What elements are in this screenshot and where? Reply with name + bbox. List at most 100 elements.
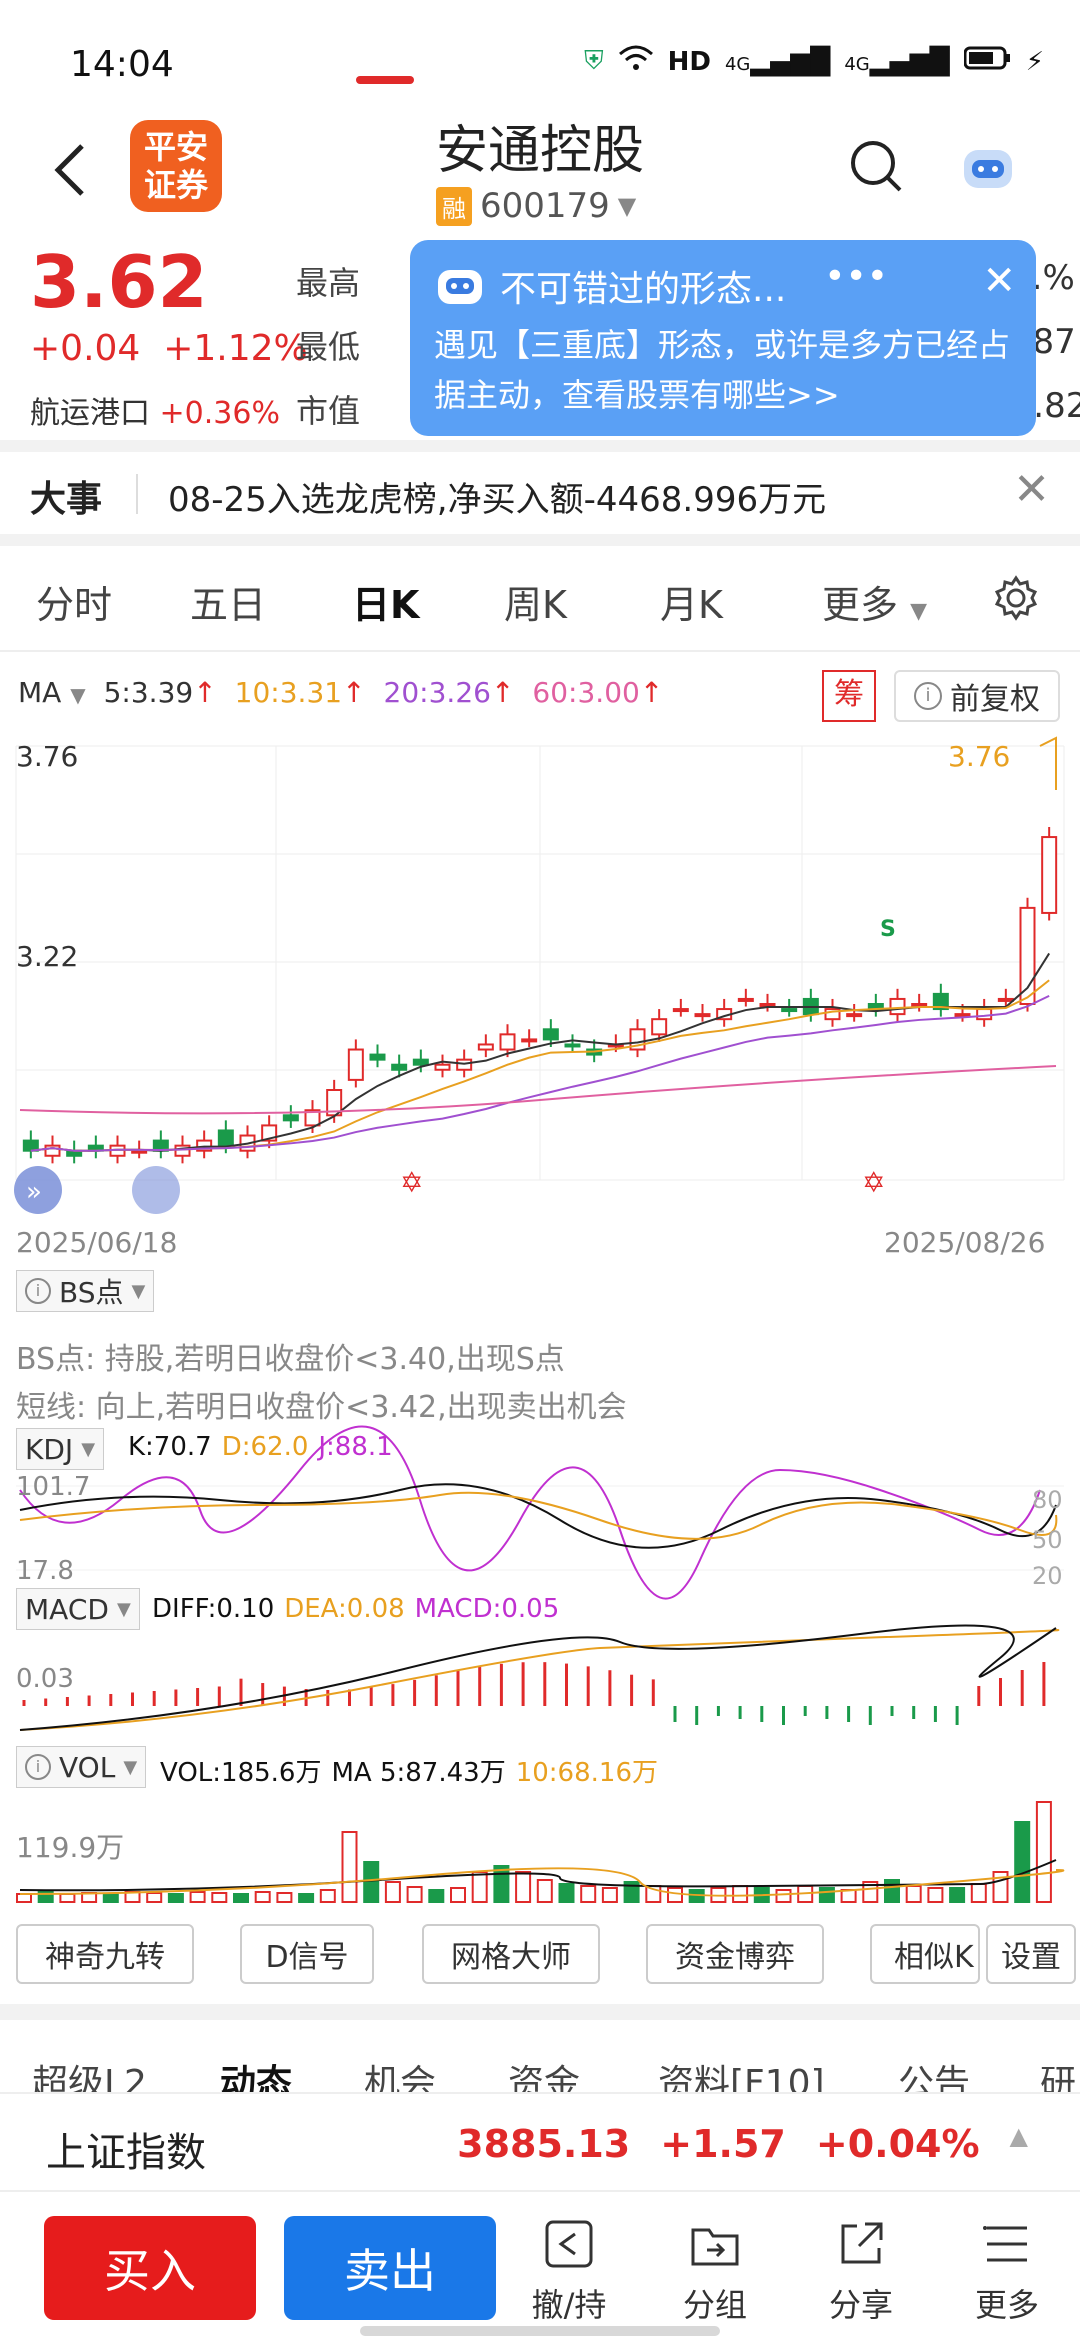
candle-body <box>521 1038 538 1043</box>
battery-icon <box>963 45 1012 78</box>
volume-bar <box>580 1885 597 1903</box>
robot-assistant-icon[interactable] <box>958 140 1018 196</box>
diff-line <box>19 1624 1057 1731</box>
caret-down-icon: ▼ <box>910 599 928 624</box>
signal-icon: 4G▂▄▆█ <box>724 46 831 77</box>
kdj-y-top: 101.7 <box>16 1472 91 1502</box>
volume-bar <box>319 1889 336 1903</box>
candle-body <box>824 1008 841 1021</box>
candle-body <box>542 1028 559 1041</box>
volume-bar <box>623 1881 640 1903</box>
close-icon[interactable]: ✕ <box>982 258 1016 304</box>
signal-icon-2: 4G▂▄▆█ <box>844 46 950 77</box>
double-chevron-icon: » <box>26 1177 42 1207</box>
tab-more[interactable]: 更多 ▼ <box>822 583 928 627</box>
candle-body <box>759 1003 776 1007</box>
ma-selector[interactable]: MA ▼ <box>18 676 86 709</box>
kdj-level-80: 80 <box>1032 1486 1063 1514</box>
ma60-value: 60:3.00↑ <box>532 676 664 709</box>
price-change: +0.04 +1.12% <box>30 328 308 369</box>
volume-bar <box>667 1887 683 1903</box>
stock-code-selector[interactable]: 融 600179 ▼ <box>436 186 636 226</box>
kdj-level-20: 20 <box>1032 1562 1063 1590</box>
volume-bar <box>102 1893 119 1903</box>
macd-selector[interactable]: MACD ▼ <box>16 1588 140 1630</box>
kline-chart[interactable]: ✡ ✡ S » <box>0 730 1080 1910</box>
tool-similar-k[interactable]: 相似K <box>870 1924 980 1984</box>
volume-bar <box>775 1889 792 1903</box>
volume-bar <box>211 1892 228 1903</box>
candle-body <box>737 997 754 1002</box>
share-icon <box>841 2222 883 2264</box>
tool-d-signal[interactable]: D信号 <box>240 1924 374 1984</box>
cancel-hold-button[interactable]: 撤/持 <box>514 2218 624 2326</box>
pattern-popup[interactable]: 不可错过的形态... 遇见【三重底】形态，或许是多方已经占据主动，查看股票有哪些… <box>410 240 1036 436</box>
kdj-selector[interactable]: KDJ ▼ <box>16 1428 105 1470</box>
vol-ma5-line <box>19 1859 1057 1892</box>
candle-body <box>997 997 1014 1002</box>
ma20-line <box>30 995 1050 1152</box>
candle-body <box>846 1013 863 1018</box>
sell-signal-marker: S <box>880 917 896 942</box>
tab-weekly-k[interactable]: 周K <box>504 583 567 627</box>
tab-minute[interactable]: 分时 <box>36 583 113 627</box>
volume-bar <box>428 1889 445 1903</box>
more-dots-icon[interactable]: ••• <box>824 256 888 297</box>
volume-bar <box>276 1892 293 1903</box>
close-icon[interactable]: ✕ <box>1013 464 1050 515</box>
more-button[interactable]: 更多 <box>952 2218 1062 2326</box>
chip-distribution-button[interactable]: 筹 <box>822 670 876 722</box>
tool-magic-nine[interactable]: 神奇九转 <box>16 1924 194 1984</box>
tab-monthly-k[interactable]: 月K <box>660 583 723 627</box>
search-icon[interactable] <box>848 138 904 194</box>
candle-body <box>456 1058 473 1071</box>
ma60-line <box>19 1065 1057 1115</box>
sector-change[interactable]: 航运港口 +0.36% <box>30 396 280 431</box>
date-end-label: 2025/08/26 <box>884 1226 1046 1259</box>
sell-button[interactable]: 卖出 <box>284 2216 496 2320</box>
tab-five-day[interactable]: 五日 <box>190 583 267 627</box>
settings-button[interactable]: 设置 <box>986 1924 1076 1984</box>
volume-bar <box>298 1893 315 1903</box>
ma20-value: 20:3.26↑ <box>383 676 515 709</box>
charging-icon: ⚡ <box>1025 46 1044 77</box>
popup-title: 不可错过的形态... <box>434 260 1012 312</box>
label-mktcap: 市值 <box>296 392 361 430</box>
candle-body <box>781 1008 798 1013</box>
volume-bar <box>254 1891 271 1903</box>
label-low: 最低 <box>296 328 361 366</box>
kdj-k-line <box>19 1483 1057 1549</box>
bs-hint-line1: BS点: 持股,若明日收盘价<3.40,出现S点 <box>16 1342 565 1377</box>
peak-marker-line <box>1039 736 1057 790</box>
tool-grid-master[interactable]: 网格大师 <box>422 1924 600 1984</box>
volume-bar <box>515 1871 532 1903</box>
status-bar: 14:04 ⛨ HD 4G▂▄▆█ 4G▂▄▆█ ⚡ <box>0 0 1080 120</box>
candle-body <box>672 1008 689 1013</box>
share-button[interactable]: 分享 <box>806 2218 916 2326</box>
bs-hint-line2: 短线: 向上,若明日收盘价<3.42,出现卖出机会 <box>16 1390 627 1425</box>
dea-line <box>19 1629 1060 1731</box>
tool-capital-game[interactable]: 资金博弈 <box>646 1924 824 1984</box>
vol-selector[interactable]: i VOL ▼ <box>16 1746 147 1788</box>
index-ticker[interactable]: 上证指数 3885.13 +1.57 +0.04% ▲ <box>0 2092 1080 2192</box>
kdj-d-line <box>19 1491 1058 1540</box>
event-row[interactable]: 大事 08-25入选龙虎榜,净买入额-4468.996万元 ✕ <box>0 454 1080 534</box>
divider <box>136 474 138 514</box>
tab-daily-k[interactable]: 日K <box>352 583 420 627</box>
gear-icon[interactable] <box>992 574 1040 622</box>
volume-bar <box>450 1887 466 1903</box>
bs-point-selector[interactable]: i BS点 ▼ <box>16 1270 155 1312</box>
info-icon: i <box>25 1278 51 1304</box>
candle-body <box>1041 836 1058 914</box>
candle-body <box>889 997 906 1016</box>
adjust-mode-button[interactable]: i 前复权 <box>894 670 1060 722</box>
candle-body <box>911 1003 928 1007</box>
buy-button[interactable]: 买入 <box>44 2216 256 2320</box>
volume-bar <box>37 1891 54 1903</box>
popup-body[interactable]: 遇见【三重底】形态，或许是多方已经占据主动，查看股票有哪些>> <box>434 326 1011 414</box>
back-icon[interactable] <box>46 140 96 200</box>
shield-icon: ⛨ <box>584 46 604 76</box>
group-button[interactable]: 分组 <box>660 2218 770 2326</box>
candle-body <box>434 1063 451 1071</box>
candle-body <box>391 1063 408 1071</box>
